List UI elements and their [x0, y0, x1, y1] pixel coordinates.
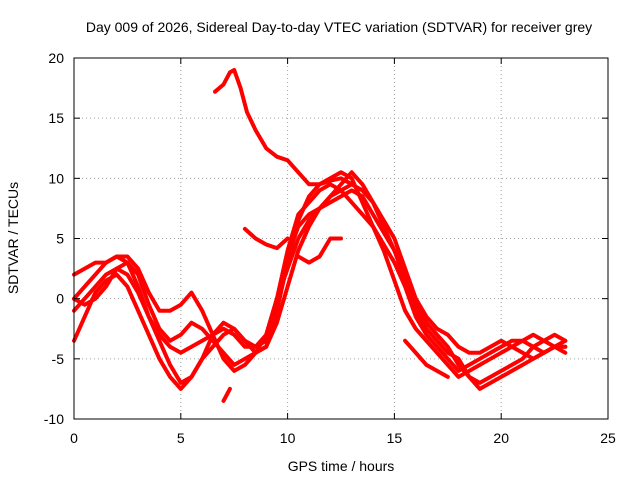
series-track-9	[403, 338, 450, 379]
y-axis-label: SDTVAR / TECUs	[5, 182, 21, 294]
x-tick-label: 5	[177, 430, 185, 446]
x-tick-label: 10	[280, 430, 296, 446]
series-track-5	[72, 188, 568, 391]
y-tick-label: 0	[56, 291, 64, 307]
y-tick-label: 15	[48, 110, 64, 126]
series-track-2	[72, 182, 568, 373]
data-series	[72, 68, 568, 403]
y-tick-label: -5	[52, 351, 65, 367]
series-track-6	[213, 68, 354, 187]
x-tick-label: 15	[387, 430, 403, 446]
axis-ticks: 0 5 10 15 20 25 -10 -5 0 5 10 15 20	[44, 50, 616, 446]
series-track-8	[296, 236, 343, 265]
x-tick-label: 20	[493, 430, 509, 446]
y-tick-label: 10	[48, 170, 64, 186]
x-tick-label: 25	[600, 430, 616, 446]
x-axis-label: GPS time / hours	[288, 458, 395, 474]
series-track-7	[242, 226, 290, 251]
y-tick-label: 20	[48, 50, 64, 66]
y-tick-label: 5	[56, 231, 64, 247]
series-track-10	[221, 386, 232, 403]
x-tick-label: 0	[70, 430, 78, 446]
y-tick-label: -10	[44, 411, 64, 427]
chart-title: Day 009 of 2026, Sidereal Day-to-day VTE…	[86, 19, 592, 35]
